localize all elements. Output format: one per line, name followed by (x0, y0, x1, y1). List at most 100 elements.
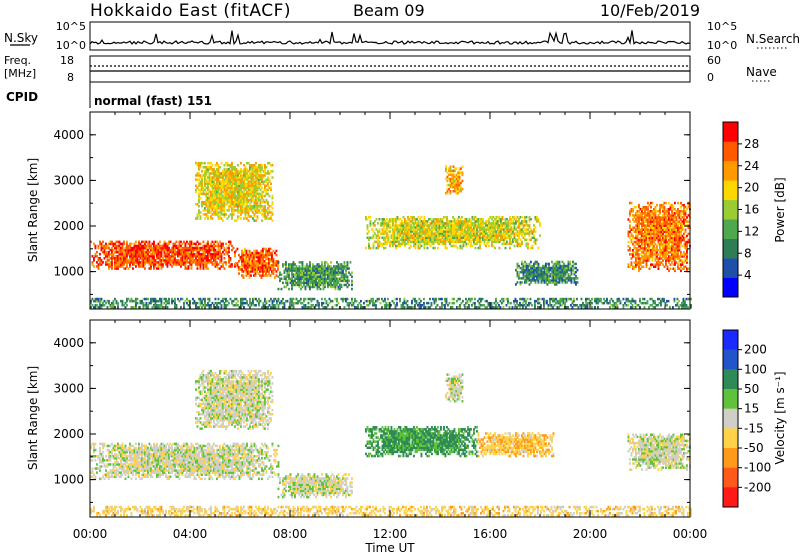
heatmap-cell (256, 249, 258, 253)
heatmap-cell (243, 211, 245, 214)
heatmap-cell (253, 262, 255, 265)
heatmap-cell (244, 170, 247, 173)
heatmap-cell (93, 242, 95, 246)
heatmap-cell (198, 196, 200, 200)
heatmap-cell (147, 252, 149, 256)
heatmap-cell (208, 168, 211, 171)
heatmap-cell (268, 260, 270, 263)
heatmap-cell (97, 265, 100, 268)
heatmap-cell (245, 251, 248, 255)
heatmap-cell (537, 262, 540, 266)
heatmap-cell (244, 176, 247, 179)
heatmap-cell (111, 261, 113, 264)
heatmap-cell (123, 255, 125, 258)
heatmap-cell (237, 207, 239, 210)
heatmap-cell (142, 257, 145, 260)
heatmap-cell (102, 261, 104, 264)
heatmap-cell (268, 257, 270, 261)
heatmap-cell (627, 240, 630, 244)
heatmap-cell (171, 261, 173, 264)
heatmap-cell (211, 184, 214, 187)
heatmap-cell (277, 266, 279, 269)
heatmap-cell (548, 262, 550, 266)
heatmap-cell (199, 248, 202, 252)
heatmap-cell (132, 261, 134, 264)
heatmap-cell (225, 180, 227, 183)
heatmap-cell (223, 205, 226, 208)
heatmap-cell (133, 246, 136, 250)
heatmap-cell (217, 205, 220, 208)
heatmap-cell (204, 180, 206, 183)
heatmap-cell (220, 252, 223, 256)
heatmap-cell (171, 250, 173, 254)
heatmap-cell (213, 172, 215, 175)
heatmap-cell (539, 222, 541, 225)
heatmap-cell (99, 242, 101, 246)
heatmap-cell (225, 176, 227, 179)
heatmap-cell (174, 246, 176, 250)
heatmap-cell (248, 255, 251, 259)
heatmap-cell (234, 170, 236, 173)
heatmap-cell (243, 180, 245, 183)
heatmap-cell (426, 246, 429, 250)
heatmap-cell (461, 171, 464, 174)
heatmap-cell (269, 251, 272, 255)
heatmap-cell (141, 265, 143, 268)
heatmap-cell (207, 180, 209, 183)
heatmap-cell (220, 246, 223, 250)
heatmap-cell (219, 205, 221, 208)
heatmap-cell (226, 186, 229, 190)
heatmap-cell (204, 255, 206, 258)
heatmap-cell (222, 178, 224, 181)
heatmap-cell (196, 213, 199, 216)
heatmap-cell (246, 178, 248, 181)
heatmap-cell (199, 267, 202, 270)
heatmap-cell (207, 188, 209, 192)
heatmap-cell (126, 261, 128, 264)
heatmap-cell (165, 244, 167, 248)
heatmap-cell (214, 261, 217, 264)
date-title: 10/Feb/2019 (600, 1, 700, 20)
heatmap-cell (231, 194, 233, 198)
heatmap-cell (234, 203, 236, 206)
heatmap-cell (420, 216, 423, 219)
heatmap-cell (133, 248, 136, 252)
heatmap-cell (241, 170, 244, 173)
heatmap-cell (135, 259, 137, 262)
heatmap-cell (521, 240, 523, 244)
heatmap-cell (351, 271, 353, 274)
heatmap-cell (181, 248, 184, 252)
heatmap-cell (527, 242, 529, 246)
heatmap-cell (238, 170, 241, 173)
heatmap-cell (213, 211, 215, 214)
heatmap-cell (153, 267, 155, 270)
heatmap-cell (180, 250, 182, 254)
heatmap-cell (234, 182, 236, 185)
heatmap-cell (234, 190, 236, 194)
heatmap-cell (214, 259, 217, 262)
heatmap-cell (195, 203, 197, 206)
heatmap-cell (96, 250, 98, 254)
heatmap-cell (184, 250, 187, 254)
heatmap-cell (243, 170, 245, 173)
heatmap-cell (174, 252, 176, 256)
heatmap-cell (232, 194, 235, 198)
heatmap-cell (217, 211, 220, 214)
heatmap-cell (271, 251, 273, 255)
heatmap-cell (108, 267, 110, 270)
heatmap-cell (211, 240, 214, 244)
heatmap-cell (220, 205, 223, 208)
heatmap-cell (97, 246, 100, 250)
heatmap-cell (271, 211, 274, 214)
heatmap-cell (175, 263, 178, 266)
heatmap-cell (187, 246, 190, 250)
heatmap-cell (219, 166, 221, 169)
heatmap-cell (225, 203, 227, 206)
heatmap-cell (225, 168, 227, 171)
heatmap-cell (220, 194, 223, 198)
heatmap-cell (199, 211, 202, 214)
heatmap-cell (238, 190, 241, 194)
heatmap-cell (271, 164, 274, 167)
heatmap-cell (229, 196, 232, 200)
heatmap-cell (254, 253, 257, 257)
